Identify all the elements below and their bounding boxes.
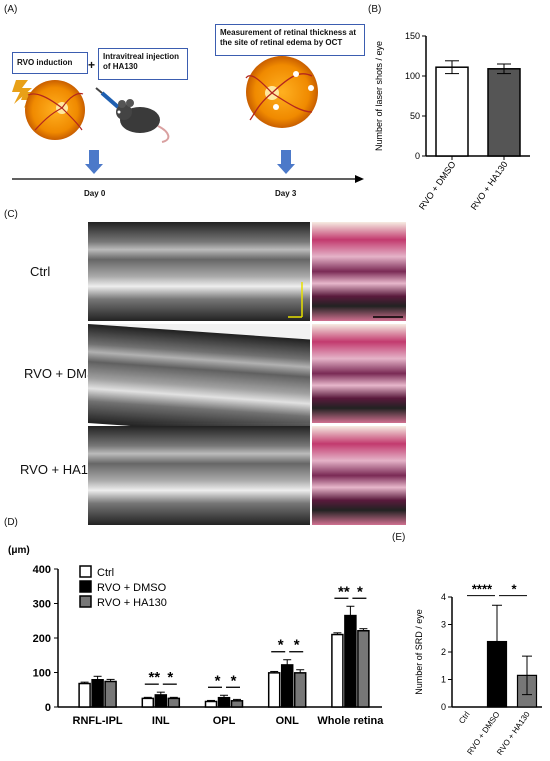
timeline-panel: RVO induction + Intravitreal injection o… [0,0,365,200]
day3-label: Day 3 [275,189,297,198]
sig-mark: * [278,637,284,654]
y-tick-label: 4 [441,592,446,602]
sig-mark: ** [338,583,350,600]
x-tick-label: RNFL-IPL [73,715,123,727]
unit-label: (μm) [8,545,30,556]
bar-RNFL-IPL-1 [91,678,104,708]
he-image-dmso [312,324,406,423]
sig-mark: * [167,669,173,686]
y-tick-label: 3 [441,620,446,630]
x-tick-label: Whole retina [317,715,384,727]
y-tick-label: 0 [441,702,446,712]
bar-ONL-0 [267,672,281,708]
x-tick-label: ONL [276,715,300,727]
y-tick-label: 100 [405,71,420,81]
fundus-eye-icon-1 [25,80,85,140]
row-label-ctrl: Ctrl [30,264,51,279]
legend-label-2: RVO + HA130 [97,597,167,609]
oct-image-ha130 [88,426,310,525]
sig-mark: ** [148,669,160,686]
bar-Whole retina-1 [344,614,357,708]
bar-INL-2 [167,697,181,708]
x-tick-label: RVO + DMSO [417,159,458,210]
y-tick-label: 200 [33,633,51,645]
row-label-ha130: RVO + HA130 [20,462,103,477]
y-tick-label: 300 [33,599,51,611]
legend-swatch-0 [79,565,92,578]
bar-RNFL-IPL-2 [104,680,117,708]
oct-image-dmso [88,324,310,439]
y-axis-label: Number of laser shots / eye [374,41,384,151]
oct-image-ctrl [88,222,310,321]
sig-mark: * [231,672,237,689]
bar-INL-0 [141,697,155,708]
mouse-icon [116,99,170,143]
legend-swatch-1 [79,580,92,593]
he-image-ha130 [312,426,406,525]
day3-arrow-icon [277,150,295,174]
y-tick-label: 2 [441,647,446,657]
x-tick-label: Ctrl [457,710,472,726]
chart-b-laser-shots: 0 50 100 150 Number of laser shots / eye RVO … [374,31,530,210]
sig-mark: **** [472,582,493,597]
sig-mark: * [294,637,300,654]
bar-ONL-2 [293,672,307,708]
legend-swatch-2 [79,595,92,608]
panel-label-a: (A) [4,4,18,15]
panel-label-e: (E) [392,532,406,543]
y-tick-label: 100 [33,668,51,680]
x-tick-label: OPL [213,715,236,727]
he-image-ctrl [312,222,406,321]
legend-label-0: Ctrl [97,567,114,579]
timeline-arrowhead [355,175,364,183]
y-tick-label: 0 [45,702,51,714]
injection-box: Intravitreal injection of HA130 [98,48,188,80]
sig-mark: * [357,583,363,600]
chart-d-retinal-thickness: (μm) 0 100 200 300 400 RNFL-IPL INL OPL ONL Whole … [8,545,384,727]
image-grid [88,222,406,525]
fundus-eye-icon-2 [245,56,318,128]
y-tick-label: 0 [415,151,420,161]
rvo-induction-box: RVO induction [12,52,88,74]
timeline-illustration [12,56,364,183]
bar-Whole retina-2 [357,630,370,708]
sig-mark: * [215,672,221,689]
bar-Whole retina-0 [331,633,344,708]
y-axis-label: Number of SRD / eye [414,609,424,695]
bar-OPL-0 [204,700,218,708]
bar-RNFL-IPL-0 [78,682,91,708]
measurement-box: Measurement of retinal thickness at the … [215,24,365,56]
y-tick-label: 150 [405,31,420,41]
y-tick-label: 400 [33,564,51,576]
panel-label-d: (D) [4,517,18,528]
y-tick-label: 50 [410,111,420,121]
plus-sign: + [88,58,96,72]
bar-OPL-2 [230,700,244,708]
sig-mark: * [511,582,517,597]
day0-label: Day 0 [84,189,106,198]
bar-INL-1 [154,694,168,708]
x-tick-label: RVO + HA130 [495,710,532,757]
panel-label-b: (B) [368,4,382,15]
y-tick-label: 1 [441,675,446,685]
bar-ONL-1 [280,664,294,708]
imaging-panel: Ctrl RVO + DMSO RVO + HA130 [0,222,550,525]
legend-label-1: RVO + DMSO [97,582,167,594]
row-label-dmso: RVO + DMSO [24,366,106,381]
bar-1 [487,68,521,157]
bar-0 [435,66,469,157]
panel-label-c: (C) [4,209,18,220]
bar-OPL-1 [217,696,231,708]
day0-arrow-icon [85,150,103,174]
x-tick-label: RVO + HA130 [469,159,510,210]
x-tick-label: INL [152,715,170,727]
